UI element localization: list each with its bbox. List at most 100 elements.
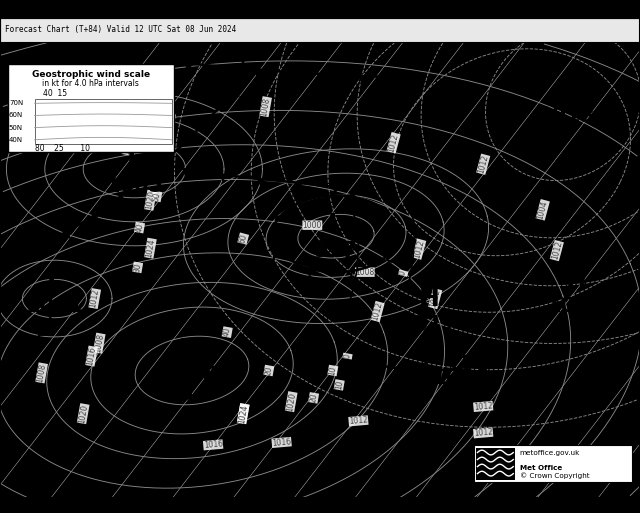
Text: 0: 0 bbox=[342, 353, 353, 359]
Polygon shape bbox=[332, 186, 340, 193]
Text: 80    25       10: 80 25 10 bbox=[35, 144, 90, 153]
Polygon shape bbox=[89, 214, 99, 222]
Text: 40  15: 40 15 bbox=[43, 89, 67, 98]
Polygon shape bbox=[241, 65, 252, 72]
Text: 1012: 1012 bbox=[88, 288, 101, 309]
Text: 60: 60 bbox=[237, 233, 249, 245]
Text: 60N: 60N bbox=[9, 112, 23, 119]
Text: 0: 0 bbox=[398, 270, 408, 277]
Polygon shape bbox=[39, 330, 49, 336]
Text: 997: 997 bbox=[314, 241, 358, 261]
Polygon shape bbox=[1, 376, 10, 382]
Polygon shape bbox=[246, 38, 257, 46]
Polygon shape bbox=[294, 183, 303, 189]
Text: 30: 30 bbox=[132, 262, 143, 273]
Polygon shape bbox=[140, 175, 152, 184]
Polygon shape bbox=[357, 76, 367, 83]
Text: 10: 10 bbox=[334, 380, 344, 390]
Text: 1012: 1012 bbox=[371, 301, 385, 322]
Polygon shape bbox=[61, 230, 70, 239]
Text: 1016: 1016 bbox=[122, 135, 134, 155]
Polygon shape bbox=[257, 179, 266, 186]
Bar bbox=[35, 100, 172, 144]
Polygon shape bbox=[348, 191, 356, 198]
Text: 1016: 1016 bbox=[203, 440, 223, 450]
Text: Forecast Chart (T+84) Valid 12 UTC Sat 08 Jun 2024: Forecast Chart (T+84) Valid 12 UTC Sat 0… bbox=[5, 26, 236, 34]
Text: 1024: 1024 bbox=[237, 403, 250, 424]
Text: 1006: 1006 bbox=[432, 368, 490, 388]
Text: 1001: 1001 bbox=[26, 296, 83, 315]
Text: 1008: 1008 bbox=[93, 333, 106, 353]
Text: 1012: 1012 bbox=[428, 288, 442, 309]
Polygon shape bbox=[268, 246, 276, 252]
Text: 1016: 1016 bbox=[547, 296, 605, 315]
Text: 1020: 1020 bbox=[285, 391, 298, 412]
Polygon shape bbox=[228, 90, 240, 97]
Text: 50: 50 bbox=[152, 191, 162, 202]
Polygon shape bbox=[187, 134, 198, 142]
Text: H: H bbox=[419, 287, 439, 310]
Text: H: H bbox=[566, 267, 586, 291]
Polygon shape bbox=[323, 74, 332, 82]
Text: L: L bbox=[127, 147, 142, 171]
Text: 10: 10 bbox=[328, 365, 338, 376]
Text: 1012: 1012 bbox=[474, 401, 493, 412]
Text: 70N: 70N bbox=[9, 101, 23, 106]
Text: 1012: 1012 bbox=[476, 154, 490, 174]
Text: 50N: 50N bbox=[9, 125, 23, 131]
Text: © Crown Copyright: © Crown Copyright bbox=[520, 472, 589, 479]
Text: 30: 30 bbox=[142, 81, 152, 90]
Text: 40: 40 bbox=[107, 77, 117, 86]
Polygon shape bbox=[253, 69, 262, 77]
Bar bbox=[0, 18, 640, 42]
Text: 1012: 1012 bbox=[349, 416, 368, 426]
Text: 20: 20 bbox=[308, 392, 319, 403]
Text: 1020: 1020 bbox=[77, 403, 90, 424]
Text: 1024: 1024 bbox=[144, 238, 157, 259]
Text: 1024: 1024 bbox=[237, 403, 250, 424]
Text: 40: 40 bbox=[222, 327, 232, 338]
Text: L: L bbox=[328, 212, 344, 236]
Polygon shape bbox=[184, 63, 193, 71]
Polygon shape bbox=[164, 155, 175, 163]
Text: L: L bbox=[47, 267, 62, 291]
Text: 1016: 1016 bbox=[163, 113, 176, 134]
Text: 1016: 1016 bbox=[85, 346, 98, 366]
Text: metoffice.gov.uk: metoffice.gov.uk bbox=[520, 450, 580, 457]
Text: 1012: 1012 bbox=[550, 240, 564, 261]
Text: 40N: 40N bbox=[9, 137, 23, 143]
Polygon shape bbox=[182, 168, 191, 176]
Text: 1000: 1000 bbox=[303, 221, 322, 230]
Polygon shape bbox=[219, 66, 228, 74]
Polygon shape bbox=[220, 174, 228, 182]
Polygon shape bbox=[288, 72, 298, 80]
Text: 1008: 1008 bbox=[355, 268, 374, 277]
Polygon shape bbox=[307, 193, 314, 200]
Polygon shape bbox=[271, 215, 280, 221]
Text: 1013: 1013 bbox=[538, 106, 595, 126]
Bar bbox=[8, 64, 174, 152]
Text: L: L bbox=[453, 339, 468, 363]
Text: 1020: 1020 bbox=[144, 190, 157, 210]
Text: 20: 20 bbox=[264, 365, 274, 376]
Text: 40: 40 bbox=[134, 222, 145, 233]
Text: 1012: 1012 bbox=[474, 427, 493, 438]
Text: 1012: 1012 bbox=[387, 132, 401, 153]
Text: 1004: 1004 bbox=[536, 199, 550, 221]
Polygon shape bbox=[146, 161, 155, 168]
Text: 1005: 1005 bbox=[106, 176, 163, 196]
Polygon shape bbox=[53, 305, 62, 311]
Text: H: H bbox=[179, 337, 199, 361]
Text: Geostrophic wind scale: Geostrophic wind scale bbox=[32, 70, 150, 78]
Polygon shape bbox=[22, 354, 31, 360]
Text: 1012: 1012 bbox=[147, 123, 160, 143]
Text: H: H bbox=[556, 78, 577, 102]
Bar bbox=[476, 448, 515, 480]
Text: 1028: 1028 bbox=[160, 365, 218, 385]
Text: 1008: 1008 bbox=[35, 363, 48, 383]
Polygon shape bbox=[208, 113, 220, 121]
Text: 1017: 1017 bbox=[400, 315, 458, 335]
Text: 1012: 1012 bbox=[412, 239, 426, 260]
Bar bbox=[474, 445, 632, 482]
Polygon shape bbox=[115, 195, 126, 203]
